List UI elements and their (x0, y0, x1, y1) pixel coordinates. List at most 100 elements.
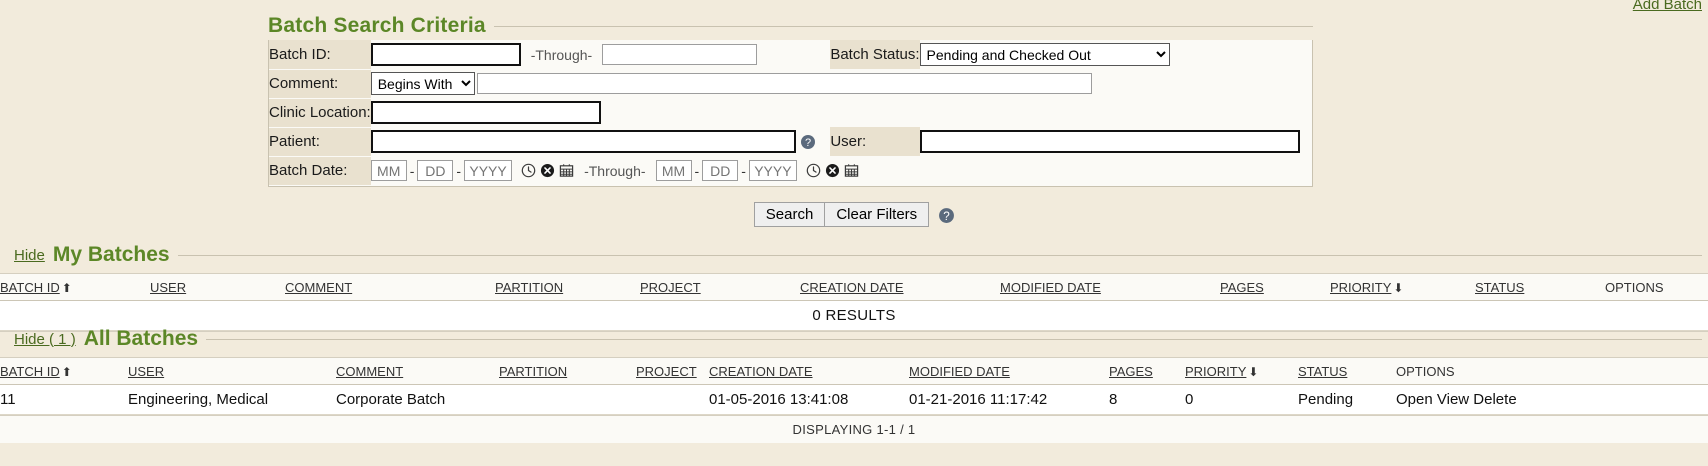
batch-id-through-label: -Through- (530, 46, 593, 63)
column-header-label[interactable]: PROJECT (640, 280, 701, 295)
column-header-label[interactable]: PROJECT (636, 364, 697, 379)
comment-operator-select[interactable]: Begins With (370, 72, 475, 96)
cell-comment: Corporate Batch (336, 384, 499, 415)
criteria-table: Batch ID: -Through- Batch Status: Pendin… (269, 40, 1312, 186)
add-batch-link[interactable]: Add Batch (1632, 0, 1702, 13)
column-header-label[interactable]: PAGES (1109, 364, 1153, 379)
my-batches-hide-link[interactable]: Hide (14, 246, 45, 264)
column-header-label[interactable]: BATCH ID (0, 280, 60, 295)
column-header-modified-date[interactable]: MODIFIED DATE (1000, 274, 1220, 301)
batch-date-to-yyyy[interactable] (748, 160, 797, 182)
column-header-label[interactable]: CREATION DATE (709, 364, 813, 379)
clinic-location-input[interactable] (370, 101, 601, 124)
column-header-priority[interactable]: PRIORITY ⬇ (1330, 274, 1475, 301)
column-header-label[interactable]: USER (150, 280, 187, 295)
column-header-label[interactable]: PRIORITY (1185, 364, 1247, 379)
cell-project (636, 384, 709, 415)
option-view-link[interactable]: View (1436, 391, 1470, 408)
column-header-label[interactable]: CREATION DATE (800, 280, 904, 295)
user-input[interactable] (919, 130, 1300, 153)
sort-desc-icon[interactable]: ⬇ (1248, 365, 1259, 379)
column-header-label[interactable]: PAGES (1220, 280, 1264, 295)
batch-id-field-cell: -Through- (370, 40, 831, 69)
column-header-label[interactable]: USER (128, 364, 165, 379)
clock-icon[interactable] (521, 163, 536, 178)
column-header-priority[interactable]: PRIORITY ⬇ (1185, 358, 1298, 385)
column-header-status[interactable]: STATUS (1298, 358, 1396, 385)
sort-desc-icon[interactable]: ⬇ (1393, 281, 1404, 295)
column-header-label[interactable]: PRIORITY (1330, 280, 1392, 295)
column-header-creation-date[interactable]: CREATION DATE (709, 358, 909, 385)
column-header-label[interactable]: PARTITION (495, 280, 564, 295)
all-batches-section: Hide ( 1 ) All Batches BATCH ID ⬆ USER COMM… (0, 327, 1708, 443)
my-batches-header: Hide My Batches (0, 243, 1708, 267)
batch-date-to-mm[interactable] (655, 160, 692, 182)
table-row[interactable]: 11 Engineering, Medical Corporate Batch 01-… (0, 384, 1708, 415)
column-header-partition[interactable]: PARTITION (499, 358, 636, 385)
batch-id-label: Batch ID: (269, 40, 371, 70)
column-header-project[interactable]: PROJECT (636, 358, 709, 385)
column-header-label[interactable]: COMMENT (336, 364, 404, 379)
cell-creation-date: 01-05-2016 13:41:08 (709, 384, 909, 415)
clear-icon[interactable] (540, 163, 555, 178)
svg-text:?: ? (805, 137, 811, 149)
user-label: User: (830, 127, 920, 157)
batch-date-from-yyyy[interactable] (464, 160, 513, 182)
column-header-label[interactable]: PARTITION (499, 364, 568, 379)
clock-icon[interactable] (806, 163, 821, 178)
batch-date-from-dd[interactable] (417, 160, 454, 182)
sort-asc-icon[interactable]: ⬆ (61, 365, 72, 379)
batch-date-from-mm[interactable] (370, 160, 407, 182)
cell-options: Open View Delete (1396, 384, 1708, 415)
batch-date-to-sep1: - (694, 162, 700, 179)
column-header-batch-id[interactable]: BATCH ID ⬆ (0, 274, 150, 301)
column-header-label[interactable]: MODIFIED DATE (1000, 280, 1101, 295)
column-header-options: OPTIONS (1605, 274, 1708, 301)
criteria-legend: Batch Search Criteria (268, 14, 1313, 38)
batch-id-to-input[interactable] (602, 44, 758, 65)
batch-id-from-input[interactable] (370, 43, 521, 66)
column-header-user[interactable]: USER (150, 274, 285, 301)
batch-status-select[interactable]: Pending and Checked Out (919, 43, 1170, 66)
search-help-icon[interactable]: ? (938, 207, 955, 223)
criteria-row-clinic-location: Clinic Location: (269, 98, 1312, 128)
cell-batch-id: 11 (0, 384, 128, 415)
criteria-row-batch-date: Batch Date: - - (269, 156, 1312, 186)
column-header-batch-id[interactable]: BATCH ID ⬆ (0, 358, 128, 385)
comment-text-input[interactable] (476, 73, 1092, 95)
column-header-status[interactable]: STATUS (1475, 274, 1605, 301)
column-header-label[interactable]: STATUS (1298, 364, 1348, 379)
patient-field-cell: ? (370, 127, 831, 156)
all-batches-hide-link[interactable]: Hide ( 1 ) (14, 330, 76, 348)
column-header-comment[interactable]: COMMENT (336, 358, 499, 385)
batch-date-to-dd[interactable] (702, 160, 739, 182)
column-header-label[interactable]: COMMENT (285, 280, 353, 295)
column-header-label[interactable]: STATUS (1475, 280, 1525, 295)
svg-text:?: ? (943, 209, 950, 222)
option-delete-link[interactable]: Delete (1473, 391, 1517, 408)
clear-icon[interactable] (825, 163, 840, 178)
column-header-label[interactable]: BATCH ID (0, 364, 60, 379)
add-batch-area: Add Batch (1633, 0, 1702, 13)
option-open-link[interactable]: Open (1396, 391, 1433, 408)
column-header-project[interactable]: PROJECT (640, 274, 800, 301)
column-header-label[interactable]: MODIFIED DATE (909, 364, 1010, 379)
batch-date-from-sep2: - (456, 162, 462, 179)
column-header-comment[interactable]: COMMENT (285, 274, 495, 301)
calendar-icon[interactable] (844, 163, 859, 178)
patient-input[interactable] (370, 130, 796, 153)
column-header-user[interactable]: USER (128, 358, 336, 385)
column-header-creation-date[interactable]: CREATION DATE (800, 274, 1000, 301)
patient-help-icon[interactable]: ? (800, 134, 816, 150)
clear-filters-button[interactable]: Clear Filters (824, 202, 930, 227)
all-batches-rule (206, 338, 1702, 340)
calendar-icon[interactable] (559, 163, 574, 178)
sort-asc-icon[interactable]: ⬆ (61, 281, 72, 295)
search-button[interactable]: Search (753, 202, 826, 227)
column-header-modified-date[interactable]: MODIFIED DATE (909, 358, 1109, 385)
cell-user: Engineering, Medical (128, 384, 336, 415)
column-header-pages[interactable]: PAGES (1220, 274, 1330, 301)
column-header-pages[interactable]: PAGES (1109, 358, 1185, 385)
my-batches-empty-row: 0 RESULTS (0, 300, 1708, 331)
column-header-partition[interactable]: PARTITION (495, 274, 640, 301)
